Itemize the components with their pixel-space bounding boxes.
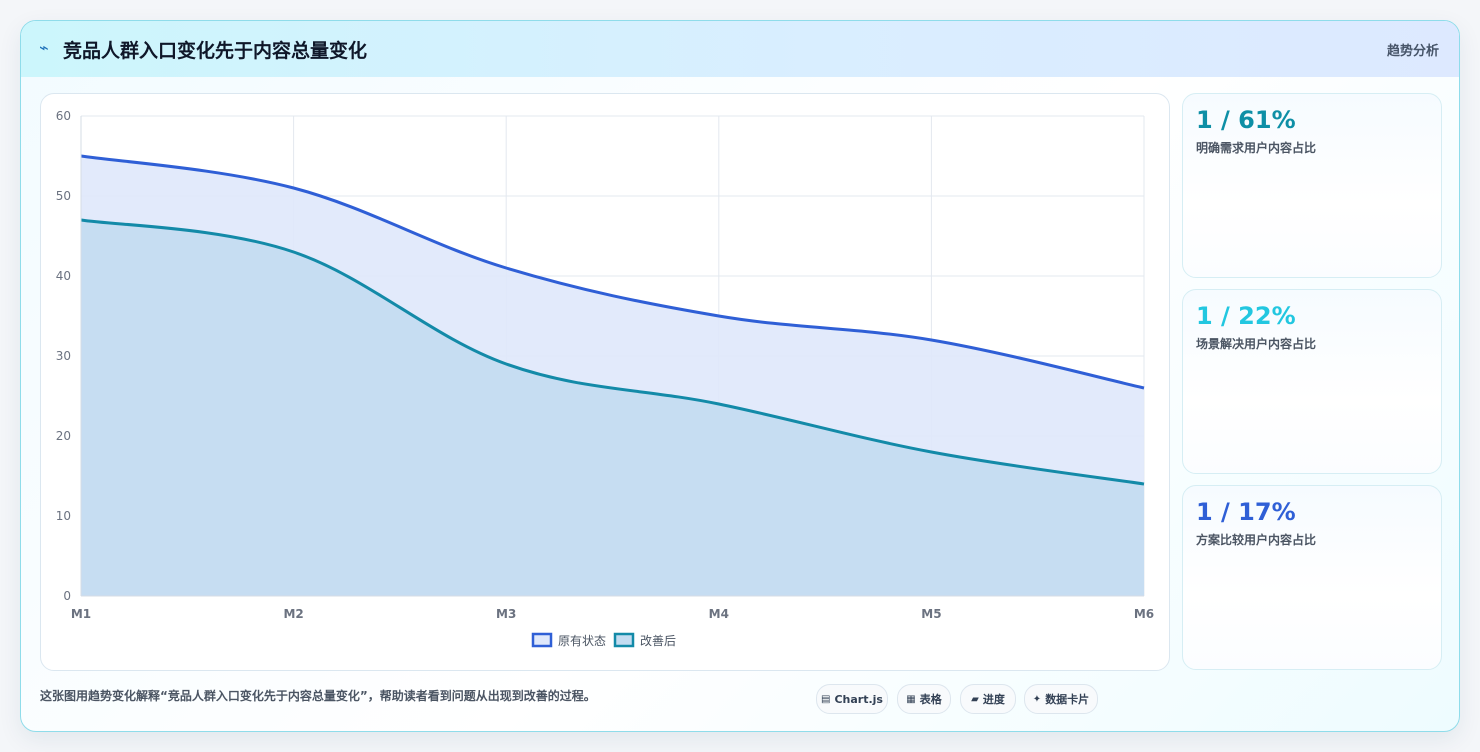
kpi-value: 1 / 22% [1196,302,1296,330]
area-chart: 0 10 20 30 40 50 60 M1 M2 M3 M4 M5 M6 原有状态 改善后 [56,109,1154,648]
kpi-label: 场景解决用户内容占比 [1196,337,1317,351]
pill-label: Chart.js [834,692,883,706]
series-area-2 [81,220,1144,596]
x-tick-label: M4 [709,607,729,621]
y-tick-label: 20 [56,429,71,443]
y-tick-label: 40 [56,269,71,283]
kpi-value: 1 / 61% [1196,106,1296,134]
pill-label: 表格 [919,693,942,706]
pill-label: 进度 [982,693,1005,706]
x-tick-label: M2 [283,607,303,621]
category-tag: 趋势分析 [1386,44,1439,59]
x-tick-label: M5 [921,607,941,621]
card-title: 竞品人群入口变化先于内容总量变化 [63,40,368,62]
kpi-value: 1 / 17% [1196,498,1296,526]
legend-swatch [613,632,635,648]
series-line-1 [80,154,1145,390]
x-tick-label: M3 [496,607,516,621]
y-tick-label: 30 [56,349,71,363]
kpi-card-2: 1 / 22% 场景解决用户内容占比 [1182,289,1442,474]
pill-data-card[interactable]: ✦ 数据卡片 [1024,684,1098,714]
y-tick-label: 60 [56,109,71,123]
kpi-card-1: 1 / 61% 明确需求用户内容占比 [1182,93,1442,278]
progress-icon: ▰ [971,693,979,705]
pill-chartjs[interactable]: ▤ Chart.js [816,684,888,714]
pill-table[interactable]: ▦ 表格 [897,684,951,714]
chart-panel: 0 10 20 30 40 50 60 M1 M2 M3 M4 M5 M6 原有状态 改善后 [40,93,1170,671]
series-line-2 [80,218,1145,486]
y-tick-label: 50 [56,189,71,203]
y-tick-label: 0 [63,589,71,603]
kpi-label: 方案比较用户内容占比 [1196,533,1317,547]
pill-label: 数据卡片 [1045,693,1090,706]
table-icon: ▦ [906,693,916,705]
chart-caption: 这张图用趋势变化解释“竞品人群入口变化先于内容总量变化”，帮助读者看到问题从出现… [40,689,596,703]
legend-swatch [531,632,553,648]
kpi-card-3: 1 / 17% 方案比较用户内容占比 [1182,485,1442,670]
pill-progress[interactable]: ▰ 进度 [960,684,1016,714]
x-tick-label: M1 [71,607,91,621]
legend-label: 改善后 [640,633,676,648]
legend-label: 原有状态 [558,634,606,648]
chart-icon: ▤ [821,693,831,705]
report-card: ⌁ 竞品人群入口变化先于内容总量变化 趋势分析 0 10 20 30 40 50 60 M1 M… [20,20,1460,732]
trend-icon: ⌁ [39,38,49,57]
y-tick-label: 10 [56,509,71,523]
kpi-label: 明确需求用户内容占比 [1196,141,1317,155]
card-header: ⌁ 竞品人群入口变化先于内容总量变化 趋势分析 [21,21,1459,77]
x-tick-label: M6 [1134,607,1154,621]
card-icon: ✦ [1032,693,1042,705]
